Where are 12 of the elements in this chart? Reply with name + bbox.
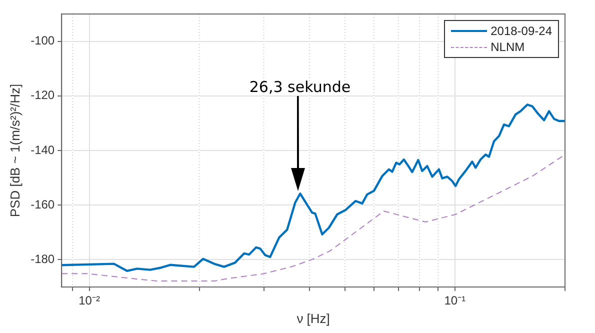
x-axis-title: ν [Hz] bbox=[296, 310, 330, 326]
y-tick-label: -180 bbox=[30, 252, 55, 266]
y-axis-title: PSD [dB ~ 1(m/s²)²/Hz] bbox=[7, 84, 22, 218]
legend-label: 2018-09-24 bbox=[490, 24, 552, 38]
x-tick-label: 10⁻¹ bbox=[444, 294, 466, 308]
y-tick-label: -140 bbox=[30, 142, 55, 157]
x-tick-label: 10⁻² bbox=[78, 294, 100, 308]
annotation: 26,3 sekunde bbox=[249, 78, 351, 96]
y-tick-label: -160 bbox=[30, 197, 55, 212]
y-tick-label: -100 bbox=[30, 34, 55, 48]
legend-label: NLNM bbox=[490, 40, 525, 54]
y-tick-label: -120 bbox=[30, 88, 55, 102]
